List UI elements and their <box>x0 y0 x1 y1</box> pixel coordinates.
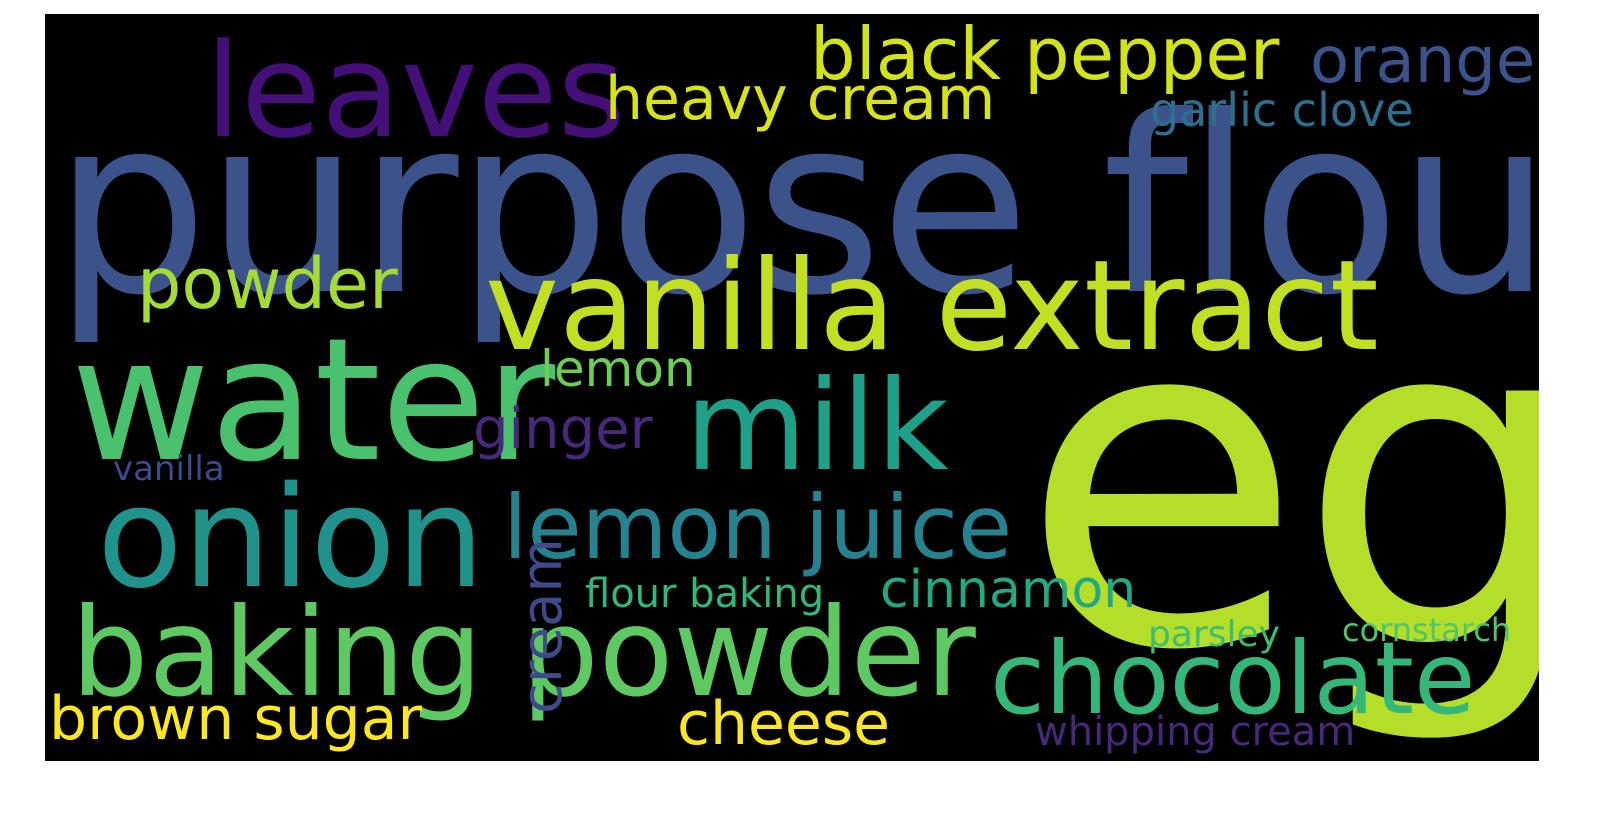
word-lemon: lemon <box>540 340 696 398</box>
word-whipping-cream: whipping cream <box>1035 709 1356 755</box>
word-black-pepper: black pepper <box>810 14 1280 96</box>
word-heavy-cream: heavy cream <box>605 64 996 134</box>
word-vanilla-extract: vanilla extract <box>485 234 1379 379</box>
word-cream: cream <box>510 538 575 714</box>
word-milk: milk <box>685 354 949 499</box>
word-onion: onion <box>97 457 485 620</box>
word-chocolate: chocolate <box>990 620 1476 737</box>
word-purpose-flour: purpose flour <box>53 64 1539 349</box>
word-cinnamon: cinnamon <box>880 560 1137 620</box>
word-brown-sugar: brown sugar <box>49 684 423 754</box>
word-cornstarch: cornstarch <box>1342 611 1512 649</box>
word-parsley: parsley <box>1148 614 1280 655</box>
word-vanilla: vanilla <box>113 449 225 489</box>
word-ginger: ginger <box>473 397 653 462</box>
word-water: water <box>71 302 556 500</box>
word-orange: orange <box>1310 24 1536 98</box>
word-garlic-clove: garlic clove <box>1150 83 1414 137</box>
word-cloud: egg purpose flour water vanilla extract … <box>45 14 1539 761</box>
word-powder: powder <box>137 243 398 325</box>
word-cheese: cheese <box>677 689 891 759</box>
word-lemon-juice: lemon juice <box>503 476 1013 579</box>
word-leaves: leaves <box>205 15 626 167</box>
word-flour-baking: flour baking <box>585 571 825 617</box>
word-baking-powder: baking powder <box>71 582 976 724</box>
word-egg: egg <box>1020 216 1539 751</box>
